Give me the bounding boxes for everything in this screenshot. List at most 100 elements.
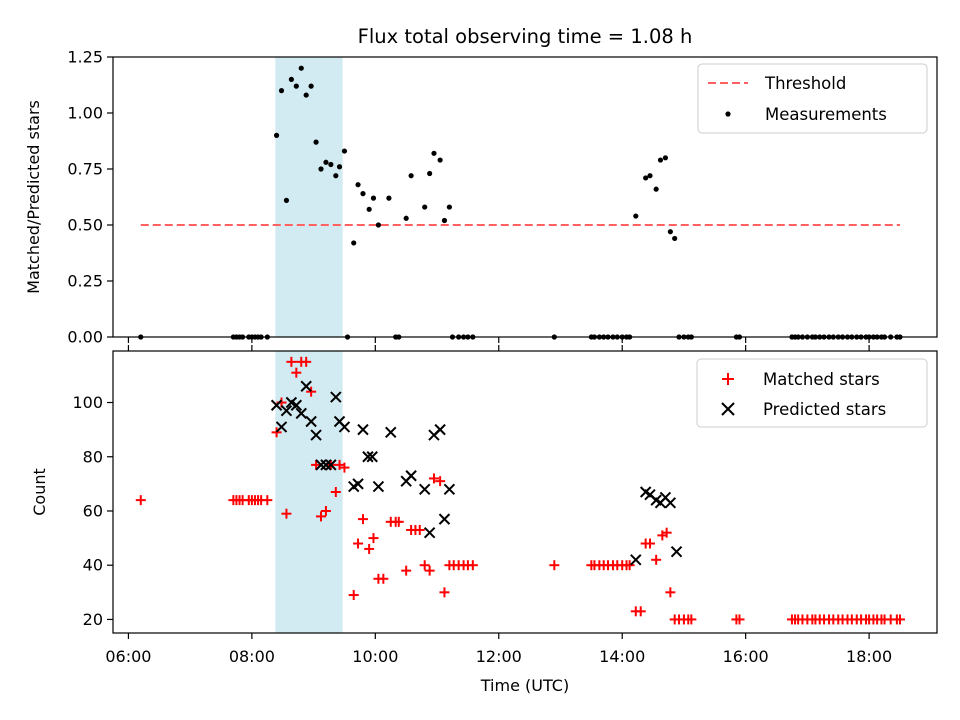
legend-matched-label: Matched stars xyxy=(763,370,880,389)
matched-star-point xyxy=(665,587,676,598)
x-tick-label: 08:00 xyxy=(229,647,275,666)
matched-star-point xyxy=(635,606,646,617)
matched-star-point xyxy=(316,511,327,522)
measurement-point xyxy=(355,182,361,188)
matched-star-point xyxy=(424,565,435,576)
top-span-highlight xyxy=(275,57,343,337)
bottom-legend-box xyxy=(696,358,928,428)
matched-star-point xyxy=(286,356,297,367)
y-tick-label: 40 xyxy=(83,556,103,575)
predicted-star-point xyxy=(300,380,312,392)
y-tick-label: 100 xyxy=(72,393,103,412)
matched-star-point xyxy=(644,538,655,549)
x-tick-label: 16:00 xyxy=(723,647,769,666)
matched-star-point xyxy=(306,386,317,397)
predicted-star-point xyxy=(315,459,327,471)
bottom-axes-frame xyxy=(112,350,938,634)
measurement-point xyxy=(672,235,678,242)
matched-star-point xyxy=(686,614,697,625)
top-axes-frame xyxy=(112,56,938,338)
y-tick-label: 20 xyxy=(83,610,103,629)
matched-star-point xyxy=(393,516,404,527)
y-tick-label: 80 xyxy=(83,447,103,466)
predicted-star-point xyxy=(438,513,451,525)
matched-star-point xyxy=(320,505,331,516)
bottom-legend: Matched stars Predicted stars xyxy=(696,358,928,428)
matched-star-point xyxy=(467,560,478,571)
y-tick-label: 60 xyxy=(83,501,103,520)
bottom-x-axis: 06:00 08:00 10:00 12:00 14:00 16:00 18:00 xyxy=(105,345,892,666)
legend-threshold-label: Threshold xyxy=(764,74,846,93)
predicted-star-point xyxy=(423,526,436,539)
matched-star-point xyxy=(428,473,439,484)
top-panel: Flux total observing time = 1.08 h 0.00 0… xyxy=(24,25,938,347)
predicted-star-point xyxy=(305,415,317,428)
chart-title: Flux total observing time = 1.08 h xyxy=(358,25,693,48)
matched-star-point xyxy=(357,514,368,525)
matched-star-point xyxy=(368,533,379,544)
matched-star-point xyxy=(651,554,662,565)
measurement-point xyxy=(408,173,414,179)
matched-star-point xyxy=(301,356,312,367)
legend-predicted-swatch xyxy=(721,402,735,416)
predicted-star-point xyxy=(664,497,677,509)
matched-star-point xyxy=(291,367,302,378)
matched-star-point xyxy=(339,462,350,473)
matched-star-point xyxy=(364,543,375,554)
x-tick-label: 18:00 xyxy=(846,647,892,666)
matched-star-point xyxy=(549,560,560,571)
top-legend: Threshold Measurements xyxy=(697,63,928,134)
predicted-star-point xyxy=(357,423,369,436)
legend-matched-swatch xyxy=(722,373,734,385)
measurement-point xyxy=(427,170,433,177)
measurement-point xyxy=(643,175,649,181)
measurement-point xyxy=(441,217,448,224)
matched-star-point xyxy=(262,495,273,506)
matched-star-point xyxy=(435,476,446,487)
predicted-star-point xyxy=(670,545,683,558)
predicted-star-point xyxy=(295,407,307,420)
measurement-point xyxy=(336,164,343,170)
y-tick-label: 0.00 xyxy=(67,328,103,347)
measurement-point xyxy=(313,139,319,145)
matched-star-point xyxy=(281,508,292,519)
matched-star-point xyxy=(348,590,359,601)
legend-predicted-label: Predicted stars xyxy=(763,400,886,419)
y-tick-label: 1.00 xyxy=(67,104,103,123)
predicted-star-point xyxy=(320,459,332,471)
matched-star-point xyxy=(311,459,322,470)
matched-stars-points xyxy=(135,356,905,625)
measurement-point xyxy=(657,157,664,163)
matched-star-point xyxy=(330,487,341,497)
matched-star-point xyxy=(271,427,282,438)
y-tick-label: 1.25 xyxy=(67,48,103,67)
x-tick-label: 14:00 xyxy=(599,647,645,666)
x-tick-label: 06:00 xyxy=(105,647,151,666)
measurement-point xyxy=(283,197,290,203)
top-x-axis xyxy=(127,337,870,343)
predicted-star-point xyxy=(338,421,351,433)
predicted-star-point xyxy=(405,470,417,482)
predicted-star-point xyxy=(275,421,288,433)
measurement-point xyxy=(288,76,294,82)
matched-star-point xyxy=(353,538,364,549)
matched-star-point xyxy=(414,524,425,535)
matched-star-point xyxy=(419,560,430,571)
predicted-star-point xyxy=(330,391,342,403)
predicted-star-point xyxy=(352,478,364,490)
matched-star-point xyxy=(624,560,635,571)
matched-star-point xyxy=(439,587,450,598)
predicted-star-point xyxy=(443,483,456,495)
matched-star-point xyxy=(401,565,412,576)
matched-star-point xyxy=(894,614,905,625)
measurement-point xyxy=(318,166,324,172)
measurement-point xyxy=(293,83,299,89)
measurement-point xyxy=(386,195,392,201)
measurement-point xyxy=(431,150,437,156)
matched-star-point xyxy=(661,527,672,538)
measurement-point xyxy=(308,83,314,89)
y-tick-label: 0.75 xyxy=(67,160,103,179)
measurement-point xyxy=(303,92,309,98)
predicted-star-point xyxy=(385,426,397,439)
